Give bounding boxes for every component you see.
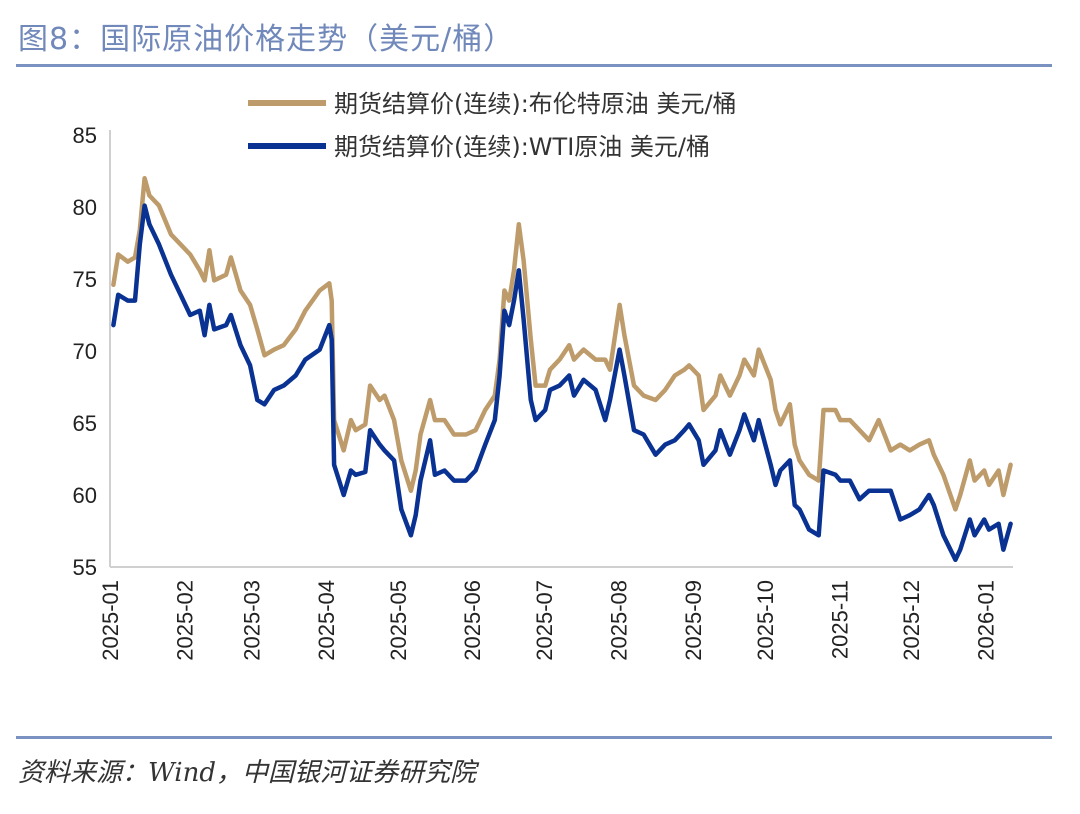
- y-tick-label: 70: [73, 339, 97, 364]
- x-tick-label: 2025-02: [172, 580, 197, 661]
- x-tick-label: 2025-10: [753, 580, 778, 661]
- x-tick-label: 2025-05: [386, 580, 411, 661]
- legend-label-brent: 期货结算价(连续):布伦特原油 美元/桶: [334, 90, 737, 118]
- y-tick-label: 85: [73, 123, 97, 148]
- y-tick-label: 75: [73, 267, 97, 292]
- y-tick-label: 80: [73, 195, 97, 220]
- series-lines: [111, 175, 1013, 563]
- x-tick-label: 2025-06: [460, 580, 485, 661]
- x-tick-label: 2025-01: [98, 580, 123, 661]
- x-tick-label: 2025-04: [314, 580, 339, 661]
- x-tick-label: 2025-08: [607, 580, 632, 661]
- title-divider: [16, 64, 1052, 67]
- x-tick-label: 2026-01: [974, 580, 999, 661]
- y-tick-label: 55: [73, 555, 97, 580]
- axes: 55 60 65 70 75 80 85 2025-01 2025-02 2025-03 2025-…: [73, 123, 1013, 661]
- legend: 期货结算价(连续):布伦特原油 美元/桶 期货结算价(连续):WTI原油 美元/…: [248, 90, 737, 161]
- footer-divider: [16, 736, 1052, 739]
- x-tick-label: 2025-09: [681, 580, 706, 661]
- legend-label-wti: 期货结算价(连续):WTI原油 美元/桶: [334, 133, 710, 161]
- figure-title: 图8：国际原油价格走势（美元/桶）: [18, 22, 515, 57]
- source-note: 资料来源：Wind，中国银河证券研究院: [18, 758, 476, 788]
- x-tick-label: 2025-03: [240, 580, 265, 661]
- x-tick-label: 2025-12: [899, 580, 924, 661]
- brent-series-line: [111, 175, 1013, 512]
- y-tick-label: 65: [73, 411, 97, 436]
- y-tick-label: 60: [73, 483, 97, 508]
- x-tick-label: 2025-11: [827, 580, 852, 659]
- wti-series-line: [111, 203, 1013, 563]
- x-tick-label: 2025-07: [532, 580, 557, 661]
